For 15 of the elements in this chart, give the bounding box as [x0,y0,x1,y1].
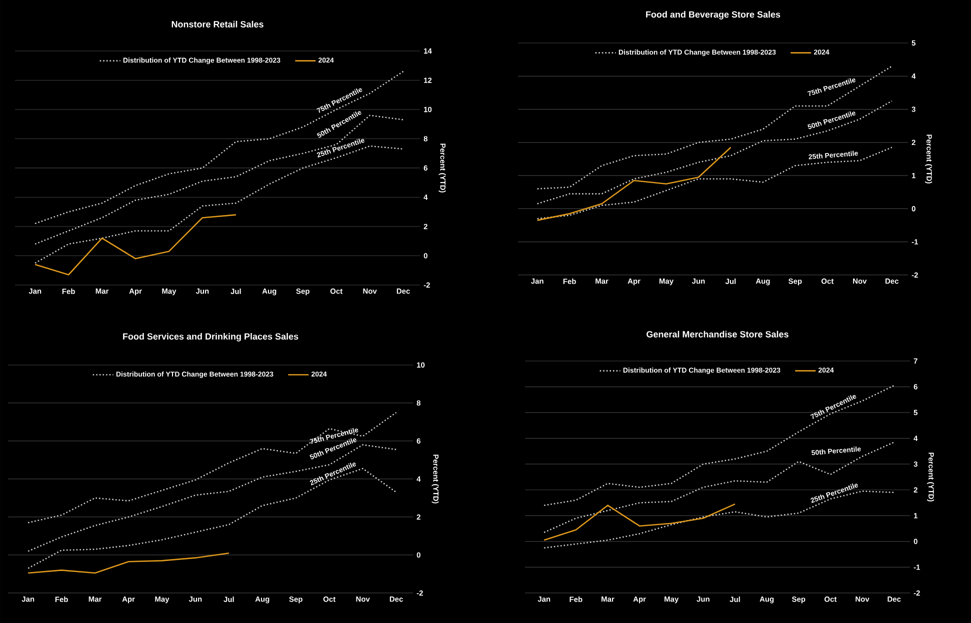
line-series [536,146,893,220]
chart-title: Nonstore Retail Sales [172,20,264,28]
line-series [536,66,893,190]
line-series [34,214,237,276]
line-series [27,552,230,574]
chart-title: Food Services and Drinking Places Sales [123,333,298,342]
line-series [543,442,895,534]
chart-title: General Merchandise Store Sales [646,330,788,338]
line-series [27,412,397,524]
line-series [536,100,893,204]
line-series [34,70,404,224]
line-series [543,384,895,506]
chart-title: Food and Beverage Store Sales [646,11,780,20]
line-series [543,503,736,541]
line-series [536,146,732,221]
